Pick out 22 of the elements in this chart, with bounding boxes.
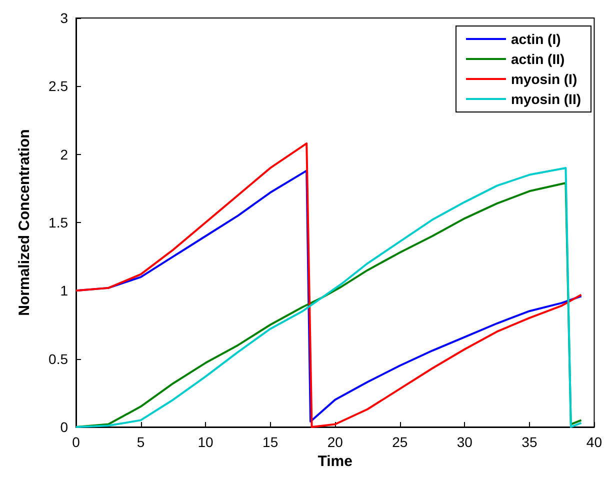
y-tick-label: 2.5 <box>48 78 68 94</box>
y-axis-title: Normalized Concentration <box>16 129 33 316</box>
x-tick-label: 20 <box>327 434 344 450</box>
legend-label: myosin (II) <box>510 91 582 107</box>
y-tick-label: 1.5 <box>48 214 68 230</box>
x-tick-label: 0 <box>72 434 80 450</box>
x-tick-label: 35 <box>522 434 538 450</box>
y-tick-label: 3 <box>60 10 68 26</box>
x-axis-title: Time <box>318 452 352 470</box>
y-tick-label: 0 <box>60 419 68 435</box>
legend-label: actin (II) <box>510 51 565 67</box>
legend-label: myosin (I) <box>510 71 578 87</box>
x-tick-label: 30 <box>456 434 473 450</box>
y-tick-label: 0.5 <box>48 350 68 367</box>
x-tick-label: 25 <box>392 434 408 450</box>
x-tick-label: 5 <box>136 434 145 450</box>
y-tick-label: 1 <box>60 282 68 299</box>
y-tick-label: 2 <box>60 146 68 162</box>
legend-label: actin (I) <box>510 31 561 47</box>
x-tick-label: 40 <box>586 434 602 450</box>
x-tick-label: 10 <box>198 434 214 450</box>
x-tick-label: 15 <box>262 434 278 450</box>
